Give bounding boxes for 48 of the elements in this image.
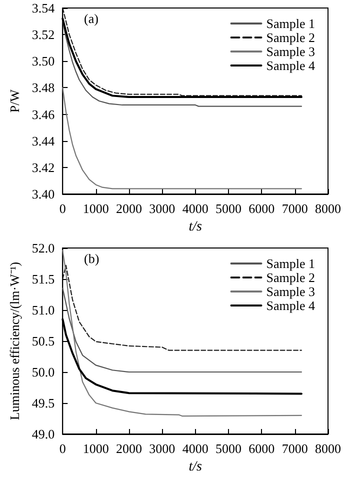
x-tick-label: 6000 [248, 201, 275, 216]
y-tick-label: 3.44 [32, 133, 56, 148]
line-series [62, 87, 302, 190]
x-tick-label: 7000 [282, 441, 308, 456]
y-tick-label: 3.50 [32, 54, 55, 69]
legend-label: Sample 2 [266, 270, 316, 285]
x-tick-label: 2000 [116, 441, 142, 456]
x-tick-label: 2000 [116, 201, 142, 216]
legend-label: Sample 3 [266, 284, 316, 299]
legend-label: Sample 3 [266, 44, 316, 59]
y-axis-title: Luminous efficiency/(lm·W⁻¹) [7, 262, 22, 420]
y-tick-label: 3.48 [32, 80, 55, 96]
y-axis-title: P/W [7, 88, 22, 113]
y-tick-label: 50.5 [32, 334, 55, 348]
x-axis-title: t/s [188, 460, 202, 474]
y-tick-label: 3.54 [32, 0, 56, 16]
x-tick-label: 4000 [182, 441, 208, 456]
y-tick-label: 3.40 [32, 186, 55, 202]
y-tick-label: 3.42 [32, 160, 55, 175]
y-tick-label: 3.52 [32, 27, 55, 42]
x-tick-label: 5000 [215, 201, 242, 216]
y-tick-label: 51.0 [32, 302, 55, 318]
y-tick-label: 3.46 [32, 106, 56, 122]
x-tick-label: 0 [59, 441, 66, 456]
x-tick-label: 4000 [182, 201, 208, 216]
x-tick-label: 3000 [149, 441, 176, 456]
annotation: (a) [84, 11, 98, 26]
y-tick-label: 50.0 [32, 364, 55, 380]
x-axis-title: t/s [188, 220, 202, 234]
x-tick-label: 0 [59, 201, 66, 216]
x-tick-label: 1000 [82, 201, 109, 216]
x-tick-label: 7000 [282, 201, 308, 216]
legend-label: Sample 1 [266, 256, 316, 271]
y-tick-label: 49.0 [32, 426, 55, 442]
x-tick-label: 1000 [82, 441, 109, 456]
legend-label: Sample 2 [266, 30, 316, 45]
legend-label: Sample 4 [266, 298, 316, 313]
annotation: (b) [84, 251, 100, 266]
y-tick-label: 51.5 [32, 272, 55, 286]
legend-label: Sample 1 [266, 16, 316, 31]
x-tick-label: 8000 [315, 441, 341, 456]
y-tick-label: 49.5 [32, 396, 55, 410]
x-tick-label: 6000 [248, 441, 275, 456]
x-tick-label: 5000 [215, 441, 242, 456]
y-tick-label: 52.0 [32, 240, 55, 256]
x-tick-label: 8000 [315, 201, 341, 216]
x-tick-label: 3000 [149, 201, 176, 216]
legend-label: Sample 4 [266, 58, 316, 73]
